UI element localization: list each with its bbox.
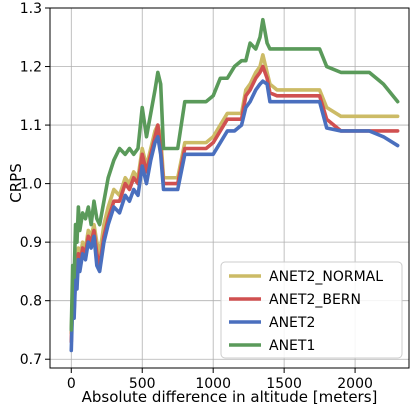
y-tick-label: 0.9	[20, 235, 42, 251]
x-tick-label: 1500	[266, 376, 302, 392]
series-line-anet2-normal	[69, 53, 400, 335]
x-tick-label: 1000	[195, 376, 231, 392]
y-tick-label: 1.3	[20, 1, 42, 17]
y-tick-label: 0.8	[20, 294, 42, 310]
legend: ANET2_NORMAL ANET2_BERN ANET2 ANET1	[220, 261, 403, 359]
y-tick-label: 0.7	[20, 352, 42, 368]
x-tick-label: 2000	[337, 376, 373, 392]
axis-ticks: 0 500 1000 1500 2000 0.7 0.8 0.9 1.0 1.1 1.2 1.3	[20, 1, 373, 392]
legend-label: ANET1	[269, 338, 315, 354]
series-line-anet1	[69, 17, 400, 332]
series-line-anet2-bern	[69, 64, 400, 344]
y-axis-label: CRPS	[7, 163, 25, 202]
y-tick-label: 1.0	[20, 177, 42, 193]
legend-label: ANET2_BERN	[269, 292, 361, 308]
legend-label: ANET2	[269, 315, 315, 331]
x-axis-label: Absolute difference in altitude [meters]	[82, 388, 378, 406]
y-tick-label: 1.2	[20, 60, 42, 76]
legend-label: ANET2_NORMAL	[269, 269, 383, 285]
legend-box	[220, 261, 403, 359]
plot-frame	[49, 7, 410, 369]
y-tick-label: 1.1	[20, 118, 42, 134]
x-tick-label: 0	[67, 376, 76, 392]
series-layer	[69, 17, 400, 353]
series-line-anet2	[69, 79, 400, 353]
x-tick-label: 500	[129, 376, 156, 392]
